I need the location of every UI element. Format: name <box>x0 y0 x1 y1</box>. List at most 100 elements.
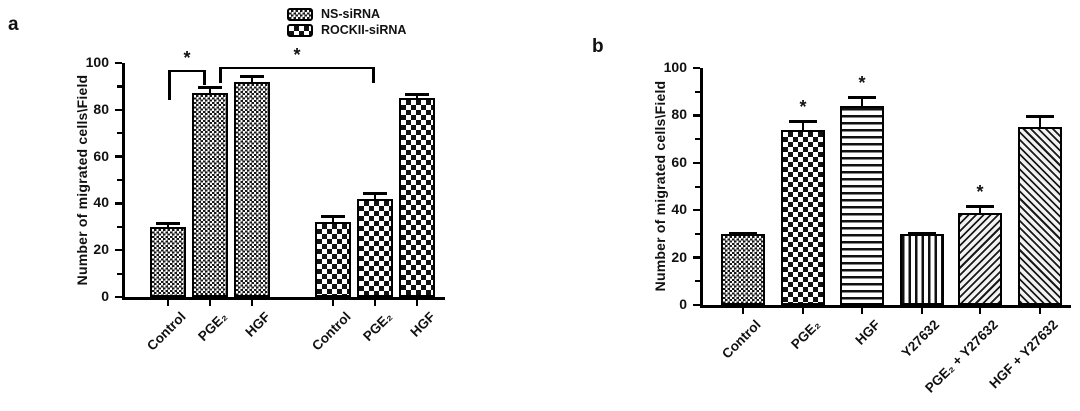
error-bar-cap <box>965 205 995 209</box>
bar-y27632 <box>900 233 944 305</box>
y-tick <box>693 66 700 70</box>
x-axis <box>122 297 445 300</box>
y-tick-label: 40 <box>93 194 109 211</box>
error-bar <box>321 215 345 223</box>
error-bar <box>240 74 264 82</box>
y-tick <box>693 114 700 117</box>
y-axis-title-a: Number of migrated cells\Field <box>74 74 90 286</box>
panel-b-label: b <box>592 36 604 57</box>
y-tick-label: 0 <box>679 296 687 312</box>
y-tick-label: 100 <box>663 59 687 75</box>
significance-bracket <box>219 67 375 99</box>
error-bar <box>965 205 995 213</box>
y-tick-label: 60 <box>671 153 687 170</box>
error-bar-stem <box>978 205 982 213</box>
category-label: HGF <box>851 317 883 348</box>
x-tick <box>331 300 335 306</box>
bracket-left-drop <box>219 69 222 83</box>
y-tick <box>115 248 122 252</box>
category-label: Control <box>309 309 354 354</box>
y-tick <box>115 155 122 158</box>
y-tick-label: 40 <box>671 201 687 218</box>
category-label: PGE₂ <box>195 309 231 345</box>
bar-hgf-y27632 <box>1018 127 1062 305</box>
legend-swatch-fine-check <box>287 8 313 21</box>
y-minor-tick <box>695 185 700 188</box>
bar-pge-y27632 <box>958 212 1002 305</box>
bar-rockii-sirna-pge <box>357 198 393 297</box>
error-bar <box>363 191 387 199</box>
y-minor-tick <box>695 90 700 93</box>
bar-control <box>721 233 765 305</box>
y-tick-label: 100 <box>85 54 109 70</box>
y-minor-tick <box>117 272 122 275</box>
error-bar-stem <box>373 191 377 199</box>
y-tick <box>693 303 700 307</box>
error-bar-stem <box>250 74 254 82</box>
error-bar-cap <box>156 222 180 226</box>
legend-label: ROCKII-siRNA <box>321 23 407 37</box>
bar-rockii-sirna-hgf <box>399 98 435 297</box>
bar-ns-sirna-pge <box>192 93 228 297</box>
y-tick <box>115 295 122 299</box>
x-tick <box>920 308 924 314</box>
y-tick <box>693 161 700 165</box>
y-tick-label: 80 <box>93 100 109 117</box>
error-bar-cap <box>728 231 758 235</box>
error-bar <box>198 86 222 94</box>
bar-pge <box>781 129 825 305</box>
bracket-right-drop <box>372 69 375 83</box>
error-bar <box>728 231 758 235</box>
error-bar-cap <box>1025 115 1055 119</box>
x-tick <box>1038 308 1042 314</box>
y-minor-tick <box>695 280 700 283</box>
y-tick-label: 20 <box>93 241 109 258</box>
significance-asterisk: * <box>976 182 984 203</box>
significance-asterisk: * <box>183 48 191 68</box>
error-bar-cap <box>321 215 345 219</box>
category-label: Control <box>719 317 764 362</box>
error-bar-stem <box>860 96 864 106</box>
error-bar-stem <box>1038 115 1042 128</box>
y-minor-tick <box>117 179 122 182</box>
y-axis-title-b: Number of migrated cells\Field <box>652 80 668 292</box>
error-bar-cap <box>198 86 222 90</box>
bracket-right-drop <box>203 72 206 85</box>
panel-a-label: a <box>8 14 19 35</box>
x-tick <box>415 300 419 306</box>
y-tick <box>115 108 122 112</box>
x-tick <box>978 308 982 314</box>
category-label: Control <box>144 309 189 354</box>
error-bar-cap <box>788 120 818 124</box>
y-tick <box>693 208 700 212</box>
y-tick <box>115 202 122 205</box>
error-bar-stem <box>331 215 335 223</box>
error-bar-cap <box>240 74 264 78</box>
y-minor-tick <box>117 132 122 135</box>
y-tick-label: 80 <box>671 106 687 123</box>
bar-ns-sirna-control <box>150 226 186 297</box>
bar-rockii-sirna-control <box>315 222 351 297</box>
error-bar-stem <box>801 120 805 130</box>
legend-swatch-coarse-check <box>287 24 313 37</box>
significance-asterisk: * <box>293 45 301 65</box>
x-tick <box>860 308 864 314</box>
category-label: HGF <box>406 309 438 340</box>
y-minor-tick <box>695 138 700 141</box>
y-axis <box>122 63 125 300</box>
error-bar <box>847 96 877 106</box>
error-bar <box>1025 115 1055 128</box>
x-tick <box>208 300 212 306</box>
error-bar <box>788 120 818 130</box>
y-minor-tick <box>117 85 122 88</box>
error-bar-cap <box>907 231 937 235</box>
significance-asterisk: * <box>799 97 807 118</box>
y-axis <box>700 68 703 308</box>
bar-hgf <box>840 105 884 305</box>
error-bar <box>156 222 180 227</box>
y-minor-tick <box>117 225 122 228</box>
x-tick <box>166 300 170 306</box>
x-tick <box>373 300 377 306</box>
error-bar <box>405 93 429 99</box>
